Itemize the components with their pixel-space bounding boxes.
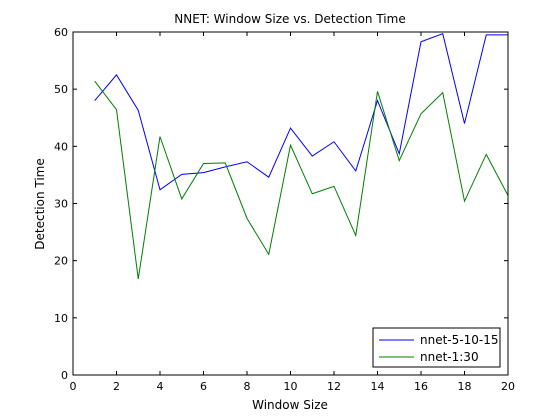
plot-series [94, 33, 509, 280]
x-axis-label: Window Size [252, 398, 328, 412]
x-tick-label: 16 [414, 380, 428, 393]
x-tick-label: 14 [371, 380, 385, 393]
x-tick-label: 20 [501, 380, 515, 393]
y-tick-label: 20 [54, 255, 68, 268]
series-line-1 [94, 33, 508, 191]
x-tick-label: 18 [458, 380, 472, 393]
x-tick-label: 8 [244, 380, 251, 393]
axes-frame [72, 31, 509, 376]
y-tick-label: 40 [54, 140, 68, 153]
y-tick-label: 30 [54, 198, 68, 211]
x-tick-label: 10 [284, 380, 298, 393]
y-tick-label: 10 [54, 312, 68, 325]
legend-entries: nnet-5-10-15 nnet-1:30 [379, 333, 498, 364]
x-tick-label: 0 [70, 380, 77, 393]
legend-label-2: nnet-1:30 [420, 350, 479, 364]
y-tick-label: 60 [54, 26, 68, 39]
y-tick-label: 0 [61, 369, 68, 382]
x-tick-label: 6 [200, 380, 207, 393]
y-tick-label: 50 [54, 83, 68, 96]
legend: nnet-5-10-15 nnet-1:30 [372, 327, 501, 368]
x-tick-label: 2 [113, 380, 120, 393]
y-axis-label: Detection Time [33, 158, 47, 249]
series-line-2 [94, 80, 509, 280]
legend-box [372, 327, 501, 368]
axis-ticks: 0 2 4 6 8 10 12 14 16 18 20 0 10 20 30 40 50 60 [54, 26, 515, 393]
legend-label-1: nnet-5-10-15 [420, 333, 498, 347]
x-tick-label: 12 [327, 380, 341, 393]
x-tick-label: 4 [157, 380, 164, 393]
chart-title: NNET: Window Size vs. Detection Time [174, 12, 405, 26]
